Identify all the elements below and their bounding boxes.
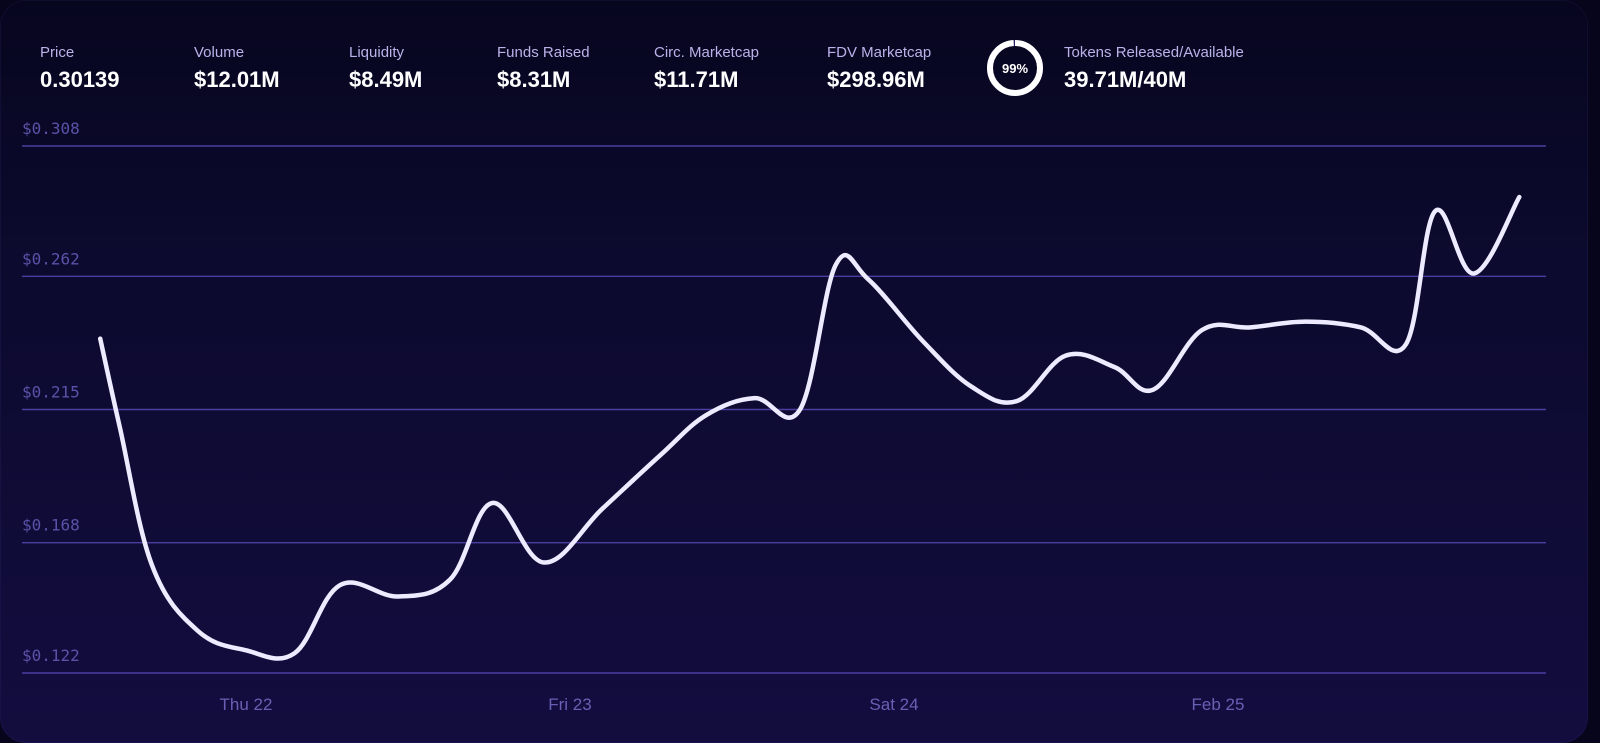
- stat-value: 39.71M/40M: [1064, 67, 1187, 92]
- stats-bar: Price 0.30139 Volume $12.01M Liquidity $…: [0, 0, 1588, 110]
- x-tick-label: Fri 23: [548, 695, 591, 714]
- stat-label: Price: [40, 44, 75, 61]
- y-tick-label: $0.308: [22, 119, 80, 138]
- stat-price: Price 0.30139: [40, 44, 120, 94]
- stat-fdv-marketcap: FDV Marketcap $298.96M: [827, 44, 931, 94]
- y-tick-label: $0.122: [22, 646, 80, 665]
- x-axis: Thu 22 Fri 23 Sat 24 Feb 25: [220, 695, 1245, 714]
- gridlines: [22, 145, 1546, 674]
- stat-label: Liquidity: [349, 44, 405, 61]
- stat-value: $298.96M: [827, 67, 925, 92]
- tokens-released-ring: 99%: [985, 38, 1045, 98]
- x-tick-label: Thu 22: [220, 695, 273, 714]
- stat-label: Volume: [194, 44, 245, 61]
- progress-ring-icon: [987, 40, 1043, 96]
- price-series-line: [97, 194, 1522, 661]
- ring-progress-arc: [987, 40, 1043, 96]
- stat-value: $11.71M: [654, 67, 739, 92]
- x-tick-label: Sat 24: [869, 695, 918, 714]
- stat-label: Tokens Released/Available: [1064, 44, 1244, 61]
- y-axis: $0.308 $0.262 $0.215 $0.168 $0.122: [22, 119, 80, 665]
- y-tick-label: $0.262: [22, 249, 80, 268]
- stat-label: Funds Raised: [497, 44, 590, 61]
- y-tick-label: $0.215: [22, 383, 80, 402]
- stat-label: FDV Marketcap: [827, 44, 932, 61]
- stat-liquidity: Liquidity $8.49M: [349, 44, 422, 94]
- stat-value: $12.01M: [194, 67, 280, 92]
- series-layer: [97, 194, 1522, 661]
- stat-value: $8.49M: [349, 67, 423, 92]
- stat-value: $8.31M: [497, 67, 571, 92]
- stat-volume: Volume $12.01M: [194, 44, 280, 94]
- stat-value: 0.30139: [40, 67, 120, 92]
- stat-funds-raised: Funds Raised $8.31M: [497, 44, 590, 94]
- stat-circ-marketcap: Circ. Marketcap $11.71M: [654, 44, 759, 94]
- x-tick-label: Feb 25: [1192, 695, 1245, 714]
- stat-label: Circ. Marketcap: [654, 44, 760, 61]
- ring-percent: 99%: [1001, 60, 1029, 76]
- stat-tokens-released: Tokens Released/Available 39.71M/40M: [1064, 44, 1244, 94]
- y-tick-label: $0.168: [22, 516, 80, 535]
